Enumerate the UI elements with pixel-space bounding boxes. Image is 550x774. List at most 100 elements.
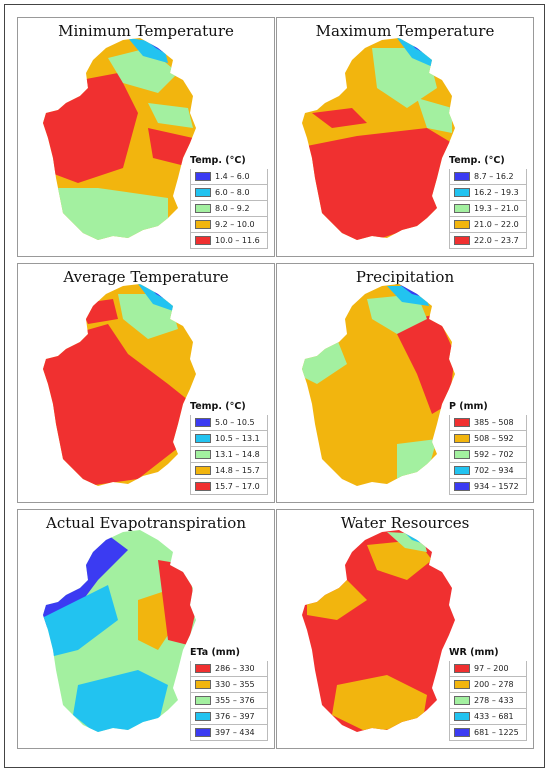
legend-label: 97 – 200 [474, 664, 509, 673]
legend-swatch [195, 680, 211, 689]
legend-item: 397 – 434 [190, 725, 268, 741]
legend-label: 1.4 – 6.0 [215, 172, 250, 181]
legend-item: 8.7 – 16.2 [449, 169, 527, 185]
legend-title: P (mm) [449, 401, 488, 412]
legend: ETa (mm) 286 – 330 330 – 355 355 – 376 3… [190, 647, 268, 741]
legend-title: ETa (mm) [190, 647, 240, 658]
legend-item: 376 – 397 [190, 709, 268, 725]
legend-label: 433 – 681 [474, 712, 514, 721]
legend-item: 15.7 – 17.0 [190, 479, 268, 495]
panel-maximum-temperature: Maximum Temperature Temp. (°C) 8.7 – 16.… [276, 17, 534, 257]
panel-precipitation: Precipitation P (mm) 385 – 508 508 – 592… [276, 263, 534, 503]
map-actual-evapotranspiration [43, 530, 196, 732]
legend-swatch [454, 434, 470, 443]
legend-swatch [454, 680, 470, 689]
legend-label: 286 – 330 [215, 664, 255, 673]
legend-swatch [454, 418, 470, 427]
legend-item: 592 – 702 [449, 447, 527, 463]
legend-label: 21.0 – 22.0 [474, 220, 519, 229]
map-maximum-temperature [302, 38, 455, 240]
legend-swatch [195, 220, 211, 229]
legend-item: 330 – 355 [190, 677, 268, 693]
legend-swatch [454, 450, 470, 459]
legend-item: 10.0 – 11.6 [190, 233, 268, 249]
legend-label: 702 – 934 [474, 466, 514, 475]
panel-water-resources: Water Resources WR (mm) 97 – 200 200 – 2… [276, 509, 534, 749]
panel-title: Water Resources [340, 514, 470, 532]
legend-label: 385 – 508 [474, 418, 514, 427]
panel-title: Average Temperature [63, 268, 229, 286]
legend-item: 1.4 – 6.0 [190, 169, 268, 185]
legend-item: 22.0 – 23.7 [449, 233, 527, 249]
legend-item: 355 – 376 [190, 693, 268, 709]
legend-label: 376 – 397 [215, 712, 255, 721]
panel-title: Maximum Temperature [315, 22, 495, 40]
legend-label: 330 – 355 [215, 680, 255, 689]
legend-item: 433 – 681 [449, 709, 527, 725]
legend-swatch [195, 172, 211, 181]
legend-swatch [454, 466, 470, 475]
legend-swatch [195, 696, 211, 705]
legend-swatch [454, 728, 470, 737]
legend-swatch [454, 482, 470, 491]
legend-label: 13.1 – 14.8 [215, 450, 260, 459]
legend-swatch [195, 728, 211, 737]
legend-label: 14.8 – 15.7 [215, 466, 260, 475]
legend-swatch [195, 236, 211, 245]
legend-item: 13.1 – 14.8 [190, 447, 268, 463]
legend-swatch [454, 220, 470, 229]
legend-swatch [195, 434, 211, 443]
legend-swatch [454, 712, 470, 721]
legend-item: 934 – 1572 [449, 479, 527, 495]
legend-label: 592 – 702 [474, 450, 514, 459]
legend-label: 397 – 434 [215, 728, 255, 737]
legend-label: 15.7 – 17.0 [215, 482, 260, 491]
legend-label: 934 – 1572 [474, 482, 519, 491]
legend-label: 5.0 – 10.5 [215, 418, 255, 427]
legend-item: 278 – 433 [449, 693, 527, 709]
legend-swatch [195, 466, 211, 475]
legend-item: 5.0 – 10.5 [190, 415, 268, 431]
legend: Temp. (°C) 8.7 – 16.2 16.2 – 19.3 19.3 –… [449, 155, 527, 249]
legend-item: 19.3 – 21.0 [449, 201, 527, 217]
map-water-resources [302, 530, 455, 732]
legend-label: 8.7 – 16.2 [474, 172, 514, 181]
legend-title: Temp. (°C) [190, 401, 246, 412]
legend-title: Temp. (°C) [449, 155, 505, 166]
legend-swatch [195, 188, 211, 197]
legend-swatch [454, 204, 470, 213]
legend-item: 508 – 592 [449, 431, 527, 447]
legend-label: 681 – 1225 [474, 728, 519, 737]
legend-item: 702 – 934 [449, 463, 527, 479]
panel-title: Precipitation [355, 268, 455, 286]
map-average-temperature [43, 284, 196, 486]
legend-label: 8.0 – 9.2 [215, 204, 250, 213]
legend-label: 9.2 – 10.0 [215, 220, 255, 229]
legend-label: 355 – 376 [215, 696, 255, 705]
legend-swatch [454, 236, 470, 245]
legend-swatch [454, 188, 470, 197]
legend-item: 16.2 – 19.3 [449, 185, 527, 201]
legend-item: 8.0 – 9.2 [190, 201, 268, 217]
legend-swatch [454, 664, 470, 673]
panel-title: Actual Evapotranspiration [46, 514, 246, 532]
panel-minimum-temperature: Minimum Temperature Temp. (°C) 1.4 – 6.0… [17, 17, 275, 257]
legend-swatch [195, 450, 211, 459]
legend-item: 9.2 – 10.0 [190, 217, 268, 233]
legend-label: 22.0 – 23.7 [474, 236, 519, 245]
panel-actual-evapotranspiration: Actual Evapotranspiration ETa (mm) 286 –… [17, 509, 275, 749]
legend-label: 200 – 278 [474, 680, 514, 689]
legend-label: 10.0 – 11.6 [215, 236, 260, 245]
map-minimum-temperature [43, 38, 196, 240]
legend-label: 16.2 – 19.3 [474, 188, 519, 197]
legend-item: 10.5 – 13.1 [190, 431, 268, 447]
map-precipitation [302, 284, 455, 486]
legend: WR (mm) 97 – 200 200 – 278 278 – 433 433… [449, 647, 527, 741]
figure-frame [4, 4, 545, 768]
legend-swatch [195, 664, 211, 673]
legend: Temp. (°C) 1.4 – 6.0 6.0 – 8.0 8.0 – 9.2… [190, 155, 268, 249]
legend-label: 6.0 – 8.0 [215, 188, 250, 197]
legend-item: 200 – 278 [449, 677, 527, 693]
legend: Temp. (°C) 5.0 – 10.5 10.5 – 13.1 13.1 –… [190, 401, 268, 495]
legend-title: Temp. (°C) [190, 155, 246, 166]
